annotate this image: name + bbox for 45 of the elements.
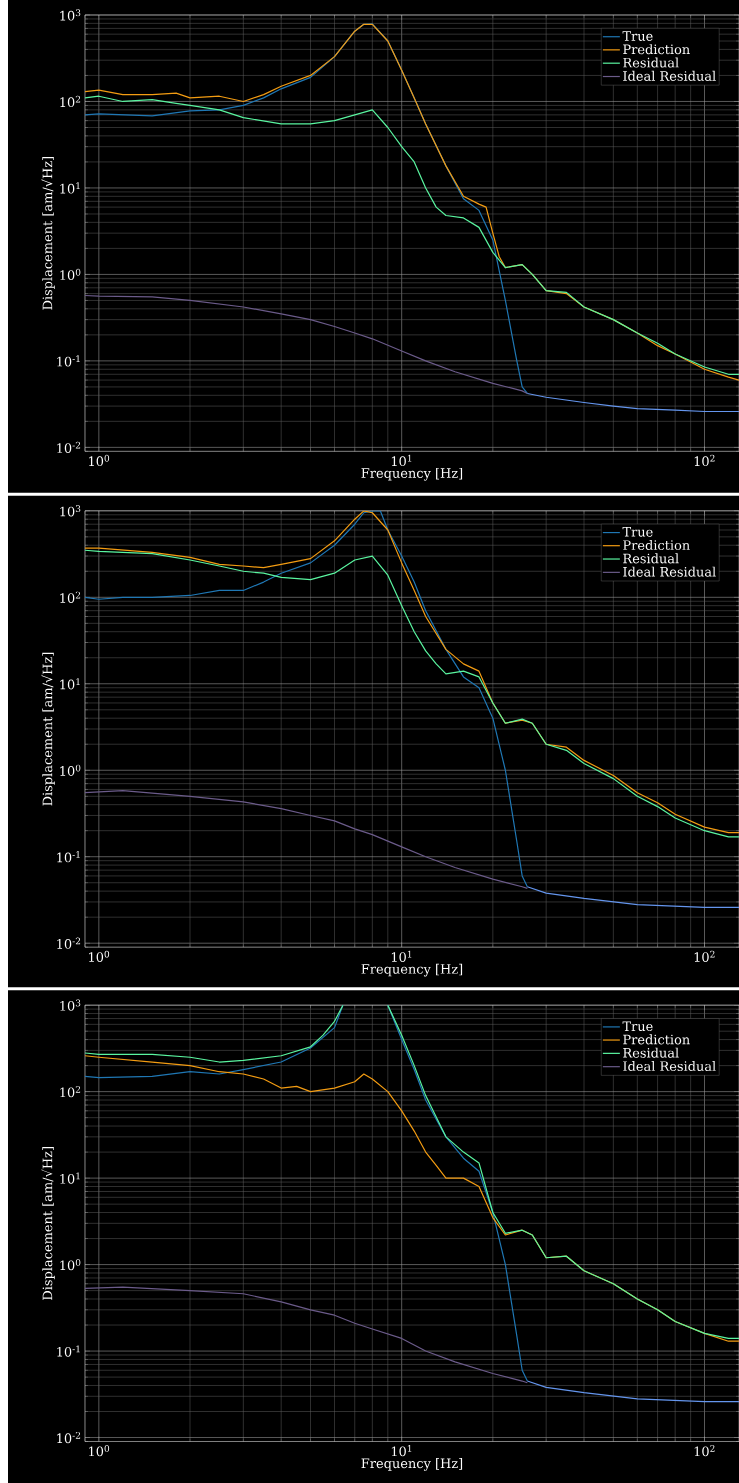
x-tick-label: 10$^{1}$ <box>391 1445 412 1457</box>
x-tick-label: 10$^{0}$ <box>88 454 109 467</box>
y-tick-label: 10$^{-1}$ <box>57 851 80 863</box>
legend-label: Prediction <box>623 44 690 55</box>
legend-label: Prediction <box>623 1034 690 1045</box>
y-tick-label: 10$^{0}$ <box>60 1258 81 1271</box>
legend-label: Ideal Residual <box>623 70 716 81</box>
y-tick-label: 10$^{-2}$ <box>57 1431 80 1444</box>
legend-label: Residual <box>623 553 679 564</box>
x-tick-label: 10$^{2}$ <box>694 454 715 467</box>
x-tick-label: 10$^{1}$ <box>391 950 412 962</box>
y-tick-label: 10$^{-2}$ <box>57 441 80 453</box>
x-axis-title: Frequency [Hz] <box>361 467 462 481</box>
legend-label: Prediction <box>623 540 690 551</box>
y-tick-label: 10$^{-1}$ <box>57 355 80 367</box>
x-tick-label: 10$^{2}$ <box>694 950 715 962</box>
y-tick-label: 10$^{1}$ <box>60 182 80 194</box>
legend-label: Residual <box>623 57 679 68</box>
x-axis-title: Frequency [Hz] <box>361 1458 462 1471</box>
y-tick-label: 10$^{1}$ <box>60 678 80 690</box>
y-axis-title: Displacement [am/√Hz] <box>41 1147 55 1300</box>
y-tick-label: 10$^{-2}$ <box>57 937 80 949</box>
legend-label: Ideal Residual <box>623 1061 716 1072</box>
y-tick-label: 10$^{2}$ <box>60 591 80 603</box>
y-tick-label: 10$^{0}$ <box>60 268 81 281</box>
legend-label: Residual <box>623 1047 679 1058</box>
y-axis-title: Displacement [am/√Hz] <box>41 156 55 310</box>
y-tick-label: 10$^{0}$ <box>60 764 81 776</box>
legend-label: Ideal Residual <box>623 566 716 577</box>
y-tick-label: 10$^{-1}$ <box>57 1345 80 1357</box>
y-tick-label: 10$^{3}$ <box>60 999 81 1011</box>
legend-label: True <box>622 527 653 537</box>
y-tick-label: 10$^{2}$ <box>60 95 80 108</box>
x-tick-label: 10$^{2}$ <box>694 1445 715 1457</box>
y-tick-label: 10$^{1}$ <box>60 1172 80 1184</box>
y-axis-title: Displacement [am/√Hz] <box>41 652 55 806</box>
x-tick-label: 10$^{0}$ <box>88 950 109 962</box>
y-tick-label: 10$^{3}$ <box>60 505 81 517</box>
y-tick-label: 10$^{3}$ <box>60 9 81 21</box>
x-axis-title: Frequency [Hz] <box>361 963 462 977</box>
y-tick-label: 10$^{2}$ <box>60 1086 80 1098</box>
x-tick-label: 10$^{0}$ <box>88 1445 109 1457</box>
legend-label: True <box>622 31 653 41</box>
legend-label: True <box>622 1021 653 1032</box>
x-tick-label: 10$^{1}$ <box>391 454 412 467</box>
